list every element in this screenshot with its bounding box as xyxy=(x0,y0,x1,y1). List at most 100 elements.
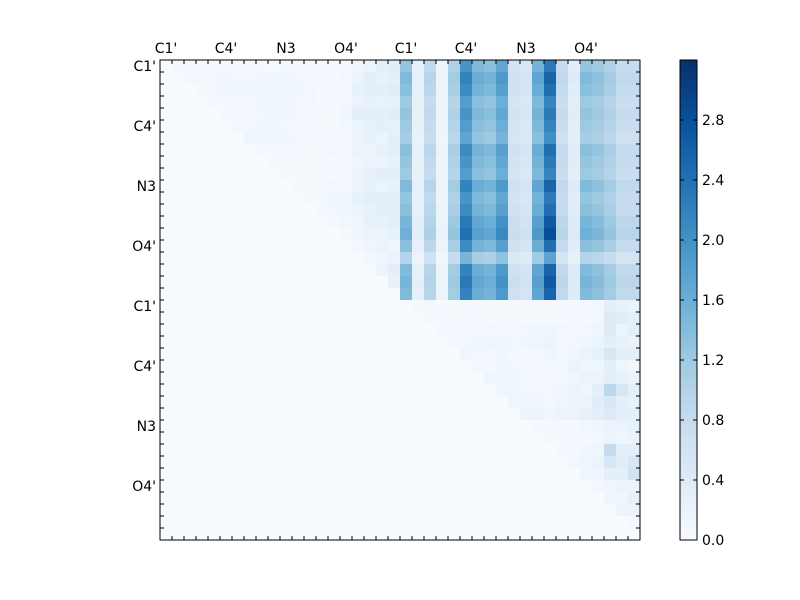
heatmap-cell xyxy=(616,204,629,217)
heatmap-cell xyxy=(580,60,593,73)
heatmap-cell xyxy=(280,468,293,481)
heatmap-cell xyxy=(220,336,233,349)
y-tick-label: C4' xyxy=(133,359,156,375)
heatmap-cell xyxy=(568,168,581,181)
heatmap-cell xyxy=(556,372,569,385)
heatmap-cell xyxy=(256,96,269,109)
heatmap-cell xyxy=(592,384,605,397)
heatmap-cell xyxy=(328,84,341,97)
heatmap-cell xyxy=(484,312,497,325)
heatmap-cell xyxy=(292,60,305,73)
heatmap-cell xyxy=(160,192,173,205)
heatmap-cell xyxy=(448,420,461,433)
heatmap-cell xyxy=(352,480,365,493)
heatmap-cell xyxy=(508,72,521,85)
heatmap-cell xyxy=(448,432,461,445)
heatmap-cell xyxy=(508,348,521,361)
heatmap-cell xyxy=(604,348,617,361)
heatmap-cell xyxy=(628,156,641,169)
heatmap-cell xyxy=(232,108,245,121)
heatmap-cell xyxy=(340,492,353,505)
heatmap-cell xyxy=(628,360,641,373)
heatmap-cell xyxy=(520,276,533,289)
heatmap-cell xyxy=(400,288,413,301)
heatmap-cell xyxy=(280,516,293,529)
heatmap-cell xyxy=(592,432,605,445)
heatmap-cell xyxy=(376,240,389,253)
heatmap-cell xyxy=(364,516,377,529)
heatmap-cell xyxy=(316,120,329,133)
heatmap-cell xyxy=(220,288,233,301)
colorbar-ticks: 0.00.40.81.21.62.02.42.8 xyxy=(680,113,724,549)
heatmap-cell xyxy=(472,336,485,349)
heatmap-cell xyxy=(460,192,473,205)
heatmap-cell xyxy=(496,120,509,133)
heatmap-cell xyxy=(508,456,521,469)
heatmap-cell xyxy=(172,240,185,253)
heatmap-cell xyxy=(196,492,209,505)
heatmap-cell xyxy=(280,384,293,397)
heatmap-cell xyxy=(436,156,449,169)
colorbar-tick-label: 2.4 xyxy=(702,173,724,189)
heatmap-cell xyxy=(172,468,185,481)
heatmap-cell xyxy=(340,72,353,85)
heatmap-cell xyxy=(520,228,533,241)
heatmap-cell xyxy=(616,108,629,121)
heatmap-cell xyxy=(508,228,521,241)
heatmap-cell xyxy=(184,504,197,517)
heatmap-cell xyxy=(544,492,557,505)
heatmap-cell xyxy=(604,204,617,217)
heatmap-cell xyxy=(232,72,245,85)
heatmap-cell xyxy=(268,264,281,277)
heatmap-cell xyxy=(352,264,365,277)
heatmap-cell xyxy=(472,288,485,301)
heatmap-cell xyxy=(208,168,221,181)
heatmap-cell xyxy=(316,216,329,229)
heatmap-cell xyxy=(316,336,329,349)
heatmap-cell xyxy=(628,480,641,493)
heatmap-cell xyxy=(496,384,509,397)
heatmap-cell xyxy=(160,504,173,517)
heatmap-cell xyxy=(328,324,341,337)
heatmap-cell xyxy=(496,504,509,517)
heatmap-cell xyxy=(448,288,461,301)
heatmap-cell xyxy=(184,204,197,217)
heatmap-cell xyxy=(328,516,341,529)
heatmap-cell xyxy=(328,228,341,241)
heatmap-cell xyxy=(520,156,533,169)
heatmap-cell xyxy=(292,288,305,301)
heatmap-cell xyxy=(412,468,425,481)
heatmap-cell xyxy=(364,300,377,313)
heatmap-cell xyxy=(364,480,377,493)
heatmap-cell xyxy=(568,336,581,349)
heatmap-cell xyxy=(400,516,413,529)
heatmap-cell xyxy=(472,84,485,97)
heatmap-cell xyxy=(256,420,269,433)
heatmap-cell xyxy=(556,144,569,157)
heatmap-cell xyxy=(508,384,521,397)
heatmap-cell xyxy=(496,444,509,457)
heatmap-cell xyxy=(376,516,389,529)
heatmap-cell xyxy=(232,444,245,457)
heatmap-cell xyxy=(196,204,209,217)
heatmap-cell xyxy=(448,444,461,457)
heatmap-cell xyxy=(580,528,593,541)
heatmap-cell xyxy=(352,312,365,325)
heatmap-cell xyxy=(568,444,581,457)
heatmap-cell xyxy=(328,144,341,157)
heatmap-cell xyxy=(580,396,593,409)
heatmap-cell xyxy=(328,288,341,301)
heatmap-cell xyxy=(532,96,545,109)
heatmap-cell xyxy=(604,324,617,337)
heatmap-cell xyxy=(580,336,593,349)
heatmap-cell xyxy=(532,180,545,193)
heatmap-cell xyxy=(520,72,533,85)
heatmap-cell xyxy=(580,144,593,157)
heatmap-cell xyxy=(532,216,545,229)
heatmap-cell xyxy=(580,504,593,517)
heatmap-cell xyxy=(628,468,641,481)
heatmap-cell xyxy=(568,456,581,469)
heatmap-cell xyxy=(172,420,185,433)
heatmap-cell xyxy=(352,240,365,253)
heatmap-cell xyxy=(184,144,197,157)
